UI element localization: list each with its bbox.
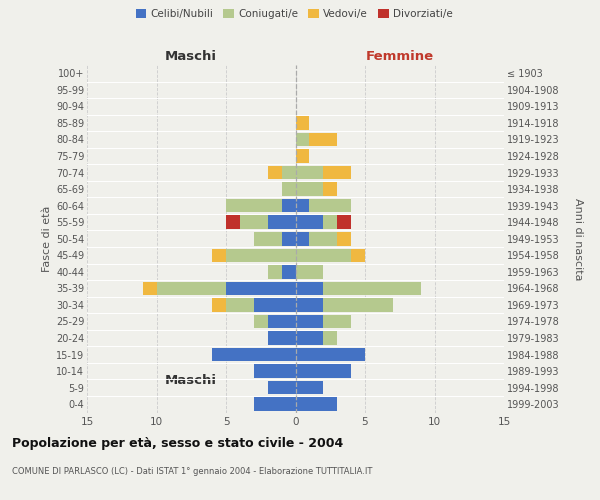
Bar	[296, 314, 323, 328]
Bar	[281, 199, 296, 212]
Bar	[254, 314, 268, 328]
Text: Femmine: Femmine	[365, 50, 434, 62]
Bar	[281, 232, 296, 245]
Bar	[226, 248, 296, 262]
Bar	[296, 216, 323, 229]
Bar	[323, 166, 351, 179]
Bar	[212, 248, 226, 262]
Bar	[296, 364, 351, 378]
Bar	[310, 132, 337, 146]
Bar	[296, 332, 323, 345]
Text: Popolazione per età, sesso e stato civile - 2004: Popolazione per età, sesso e stato civil…	[12, 438, 343, 450]
Bar	[323, 332, 337, 345]
Bar	[296, 348, 365, 362]
Bar	[337, 232, 351, 245]
Bar	[281, 182, 296, 196]
Bar	[323, 216, 337, 229]
Bar	[296, 166, 323, 179]
Bar	[323, 182, 337, 196]
Text: COMUNE DI PARLASCO (LC) - Dati ISTAT 1° gennaio 2004 - Elaborazione TUTTITALIA.I: COMUNE DI PARLASCO (LC) - Dati ISTAT 1° …	[12, 468, 373, 476]
Bar	[240, 216, 268, 229]
Bar	[226, 298, 254, 312]
Bar	[337, 216, 351, 229]
Bar	[296, 116, 310, 130]
Bar	[254, 232, 281, 245]
Bar	[268, 332, 296, 345]
Bar	[296, 265, 323, 278]
Y-axis label: Fasce di età: Fasce di età	[41, 206, 52, 272]
Bar	[296, 381, 323, 394]
Bar	[296, 232, 310, 245]
Bar	[157, 282, 226, 295]
Bar	[281, 265, 296, 278]
Bar	[323, 282, 421, 295]
Bar	[268, 166, 281, 179]
Bar	[212, 298, 226, 312]
Bar	[226, 199, 281, 212]
Bar	[212, 348, 296, 362]
Bar	[296, 398, 337, 411]
Y-axis label: Anni di nascita: Anni di nascita	[574, 198, 583, 280]
Legend: Celibi/Nubili, Coniugati/e, Vedovi/e, Divorziati/e: Celibi/Nubili, Coniugati/e, Vedovi/e, Di…	[131, 5, 457, 24]
Bar	[254, 364, 296, 378]
Bar	[254, 398, 296, 411]
Bar	[323, 298, 393, 312]
Bar	[226, 216, 240, 229]
Bar	[296, 182, 323, 196]
Bar	[268, 314, 296, 328]
Bar	[351, 248, 365, 262]
Bar	[254, 298, 296, 312]
Bar	[310, 199, 351, 212]
Bar	[296, 132, 310, 146]
Text: Maschi: Maschi	[165, 374, 217, 388]
Bar	[323, 314, 351, 328]
Bar	[296, 282, 323, 295]
Bar	[296, 199, 310, 212]
Bar	[268, 265, 281, 278]
Bar	[296, 149, 310, 163]
Bar	[281, 166, 296, 179]
Bar	[143, 282, 157, 295]
Bar	[226, 282, 296, 295]
Bar	[268, 216, 296, 229]
Text: Maschi: Maschi	[165, 50, 217, 62]
Bar	[296, 298, 323, 312]
Bar	[296, 248, 351, 262]
Bar	[268, 381, 296, 394]
Bar	[310, 232, 337, 245]
